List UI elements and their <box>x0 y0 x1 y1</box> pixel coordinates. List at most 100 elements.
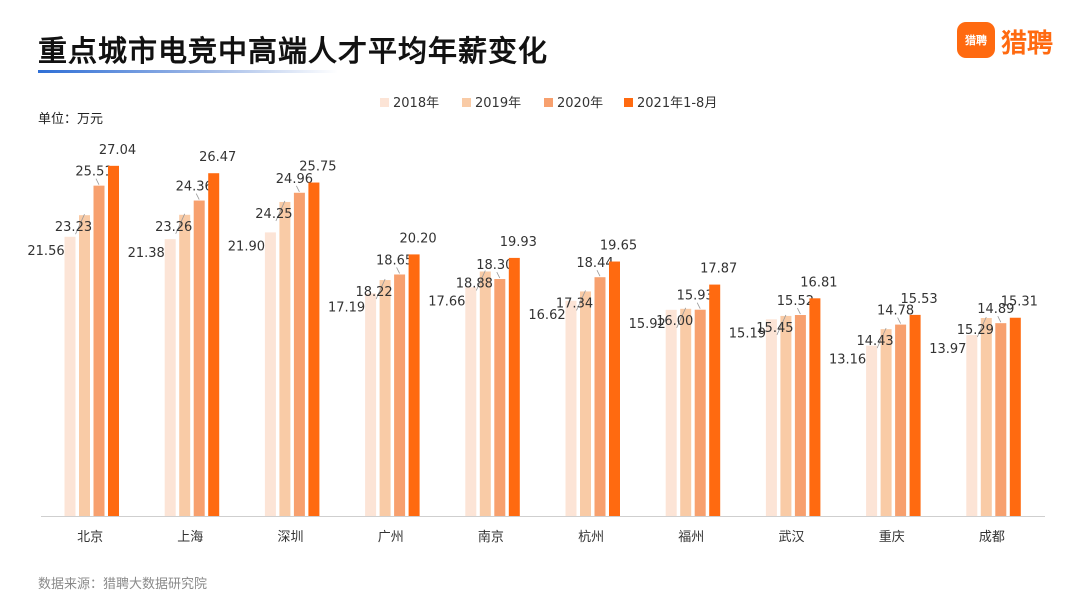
bar <box>909 314 921 516</box>
x-tick-label: 武汉 <box>778 530 804 545</box>
data-label: 17.66 <box>428 294 465 309</box>
bar <box>580 291 591 516</box>
label-leader <box>375 278 386 300</box>
data-label: 14.89 <box>977 302 1014 317</box>
label-leader <box>576 290 586 311</box>
data-label: 19.65 <box>600 239 637 254</box>
data-label: 24.25 <box>255 207 292 222</box>
bar <box>609 261 620 516</box>
data-label: 25.75 <box>299 160 336 175</box>
data-label: 17.34 <box>556 296 593 311</box>
data-label: 18.44 <box>576 256 613 271</box>
data-label: 16.62 <box>528 308 565 323</box>
bar <box>895 324 907 516</box>
data-label: 15.45 <box>756 321 793 336</box>
bar <box>408 254 420 516</box>
bar <box>164 239 176 516</box>
data-label: 14.43 <box>856 334 893 349</box>
data-label: 15.93 <box>677 289 714 304</box>
data-label: 13.16 <box>829 353 866 368</box>
bar <box>866 345 878 516</box>
label-leader <box>475 270 486 291</box>
bar <box>694 309 706 516</box>
x-tick-label: 成都 <box>979 530 1005 545</box>
bar <box>508 257 520 516</box>
label-leader <box>296 185 300 192</box>
bar <box>1009 317 1021 516</box>
legend-label: 2019年 <box>475 96 521 111</box>
data-label: 16.81 <box>800 275 837 290</box>
data-label: 15.19 <box>729 326 766 341</box>
legend-item: 2018年 <box>380 96 439 111</box>
bar <box>264 232 276 516</box>
bar <box>79 215 90 516</box>
label-leader <box>75 214 85 235</box>
data-label: 17.19 <box>328 300 365 315</box>
legend-swatch <box>380 98 389 107</box>
label-leader <box>997 315 1002 323</box>
bar <box>494 279 506 516</box>
data-label: 15.52 <box>777 294 814 309</box>
bar <box>479 271 491 516</box>
data-label: 18.30 <box>476 258 513 273</box>
data-label: 15.53 <box>900 292 937 307</box>
bar <box>765 319 777 516</box>
data-label: 21.90 <box>228 239 265 254</box>
data-label: 23.26 <box>155 220 192 235</box>
data-label: 18.22 <box>355 285 392 300</box>
bar <box>780 315 792 516</box>
x-tick-label: 南京 <box>478 529 504 545</box>
data-label: 21.38 <box>128 246 165 261</box>
x-tick-label: 广州 <box>378 530 404 545</box>
data-label: 20.20 <box>399 231 436 246</box>
label-leader <box>876 327 887 349</box>
logo-badge-icon: 猎聘 <box>957 22 995 58</box>
legend-item: 2019年 <box>462 96 521 111</box>
bar <box>995 323 1007 516</box>
label-leader <box>496 271 501 279</box>
bar <box>193 200 205 516</box>
label-leader <box>976 316 987 338</box>
bar <box>680 308 692 516</box>
bar <box>465 287 477 516</box>
label-leader <box>95 178 100 185</box>
data-label: 25.51 <box>75 165 112 180</box>
legend-label: 2020年 <box>557 96 603 111</box>
x-tick-label: 北京 <box>77 530 103 545</box>
bar <box>379 280 391 516</box>
data-label: 26.47 <box>199 150 236 165</box>
data-label: 23.23 <box>55 220 92 235</box>
bar <box>394 274 406 516</box>
data-label: 15.29 <box>957 323 994 338</box>
bar <box>966 335 978 516</box>
data-label: 18.88 <box>456 277 493 292</box>
legend-swatch <box>462 98 471 107</box>
legend-label: 2021年1-8月 <box>637 96 717 111</box>
label-leader <box>396 267 400 274</box>
bar <box>794 315 806 516</box>
label-leader <box>596 270 601 277</box>
data-label: 24.36 <box>176 180 213 195</box>
x-tick-label: 重庆 <box>879 529 905 545</box>
bar <box>108 165 119 516</box>
bar <box>880 329 892 516</box>
bar <box>279 201 291 516</box>
legend-label: 2018年 <box>393 96 439 111</box>
unit-label: 单位：万元 <box>38 112 104 127</box>
legend-swatch <box>544 98 553 107</box>
bar <box>709 284 721 516</box>
label-leader <box>776 314 787 336</box>
label-leader <box>175 213 186 234</box>
label-leader <box>897 317 901 324</box>
bar <box>565 300 577 516</box>
x-tick-label: 上海 <box>177 530 203 545</box>
label-leader <box>797 307 801 315</box>
x-tick-label: 福州 <box>678 530 704 545</box>
bar <box>665 309 677 516</box>
title-underline <box>38 70 338 73</box>
bar <box>809 298 821 516</box>
x-tick-label: 杭州 <box>578 530 604 545</box>
bar <box>179 214 191 516</box>
data-label: 19.93 <box>500 235 537 250</box>
